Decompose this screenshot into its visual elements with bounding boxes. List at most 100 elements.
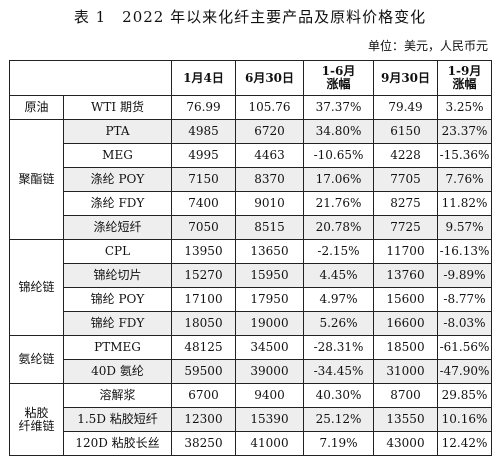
value-cell: 40.30% bbox=[303, 383, 374, 408]
value-cell: 20.78% bbox=[303, 215, 374, 240]
value-cell: 4.45% bbox=[303, 263, 374, 288]
value-cell: 34.80% bbox=[303, 119, 374, 144]
product-cell: 锦纶 FDY bbox=[63, 311, 172, 336]
value-cell: -9.89% bbox=[437, 263, 492, 288]
group-label: 粘胶 纤维链 bbox=[9, 383, 64, 456]
table-row: 锦纶切片 15270 15950 4.45% 13760 -9.89% bbox=[10, 263, 492, 288]
value-cell: -34.45% bbox=[303, 359, 374, 384]
value-cell: -8.77% bbox=[437, 287, 492, 312]
product-cell: 1.5D 粘胶短纤 bbox=[63, 407, 172, 432]
column-header: 1月4日 bbox=[171, 60, 236, 96]
value-cell: 31000 bbox=[373, 359, 438, 384]
value-cell: -8.03% bbox=[437, 311, 492, 336]
product-cell: 涤纶 POY bbox=[63, 167, 172, 192]
column-header: 6月30日 bbox=[235, 60, 304, 96]
value-cell: 17950 bbox=[235, 287, 304, 312]
value-cell: 76.99 bbox=[171, 95, 236, 120]
value-cell: 7.76% bbox=[437, 167, 492, 192]
value-cell: 8275 bbox=[373, 191, 438, 216]
value-cell: 4228 bbox=[373, 143, 438, 168]
product-cell: 溶解浆 bbox=[63, 383, 172, 408]
table-body: 原油 WTI 期货 76.99 105.76 37.37% 79.49 3.25% 聚酯链 PT… bbox=[9, 95, 492, 456]
value-cell: 39000 bbox=[235, 359, 304, 384]
value-cell: -10.65% bbox=[303, 143, 374, 168]
value-cell: 9.57% bbox=[437, 215, 492, 240]
value-cell: 13650 bbox=[235, 239, 304, 264]
value-cell: 23.37% bbox=[437, 119, 492, 144]
value-cell: -2.15% bbox=[303, 239, 374, 264]
product-cell: 120D 粘胶长丝 bbox=[63, 431, 172, 456]
value-cell: 18050 bbox=[171, 311, 236, 336]
table-row: 涤纶 FDY 7400 9010 21.76% 8275 11.82% bbox=[10, 191, 492, 216]
value-cell: 8370 bbox=[235, 167, 304, 192]
value-cell: 38250 bbox=[171, 431, 236, 456]
value-cell: -28.31% bbox=[303, 335, 374, 360]
product-cell: 锦纶 POY bbox=[63, 287, 172, 312]
value-cell: 4463 bbox=[235, 143, 304, 168]
value-cell: 11700 bbox=[373, 239, 438, 264]
value-cell: 11.82% bbox=[437, 191, 492, 216]
value-cell: 8700 bbox=[373, 383, 438, 408]
value-cell: 25.12% bbox=[303, 407, 374, 432]
table-row: 锦纶 FDY 18050 19000 5.26% 16600 -8.03% bbox=[10, 311, 492, 336]
value-cell: 7400 bbox=[171, 191, 236, 216]
value-cell: 8515 bbox=[235, 215, 304, 240]
group-label: 原油 bbox=[9, 95, 64, 120]
table-title: 表 1 2022 年以来化纤主要产品及原料价格变化 bbox=[73, 8, 427, 26]
value-cell: 3.25% bbox=[437, 95, 492, 120]
group-label: 聚酯链 bbox=[9, 119, 64, 240]
value-cell: 21.76% bbox=[303, 191, 374, 216]
value-cell: 6700 bbox=[171, 383, 236, 408]
table-row: 原油 WTI 期货 76.99 105.76 37.37% 79.49 3.25% bbox=[9, 95, 492, 120]
product-cell: CPL bbox=[63, 239, 172, 264]
product-cell: 涤纶短纤 bbox=[63, 215, 172, 240]
table-row: 粘胶 纤维链 溶解浆 6700 9400 40.30% 8700 29.85% bbox=[9, 383, 492, 456]
value-cell: 37.37% bbox=[303, 95, 374, 120]
value-cell: 59500 bbox=[171, 359, 236, 384]
product-cell: PTMEG bbox=[63, 335, 172, 360]
value-cell: -16.13% bbox=[437, 239, 492, 264]
value-cell: 19000 bbox=[235, 311, 304, 336]
table-row: 120D 粘胶长丝 38250 41000 7.19% 43000 12.42% bbox=[10, 431, 492, 456]
table-row: 锦纶链 CPL 13950 13650 -2.15% 11700 -16.13% bbox=[9, 239, 492, 336]
value-cell: 7.19% bbox=[303, 431, 374, 456]
value-cell: 15390 bbox=[235, 407, 304, 432]
value-cell: 7705 bbox=[373, 167, 438, 192]
table-row: MEG 4995 4463 -10.65% 4228 -15.36% bbox=[10, 143, 492, 168]
column-header: 1-9月 涨幅 bbox=[437, 60, 492, 96]
product-cell: 涤纶 FDY bbox=[63, 191, 172, 216]
value-cell: 9010 bbox=[235, 191, 304, 216]
value-cell: 13550 bbox=[373, 407, 438, 432]
value-cell: 13760 bbox=[373, 263, 438, 288]
value-cell: 6720 bbox=[235, 119, 304, 144]
table-row: 1.5D 粘胶短纤 12300 15390 25.12% 13550 10.16% bbox=[10, 407, 492, 432]
table-row: 聚酯链 PTA 4985 6720 34.80% 6150 23.37% bbox=[9, 119, 492, 240]
product-cell: PTA bbox=[63, 119, 172, 144]
unit-note: 单位：美元，人民币元 bbox=[367, 39, 488, 53]
table-row: 40D 氨纶 59500 39000 -34.45% 31000 -47.90% bbox=[10, 359, 492, 384]
value-cell: 34500 bbox=[235, 335, 304, 360]
table-row: 涤纶短纤 7050 8515 20.78% 7725 9.57% bbox=[10, 215, 492, 240]
value-cell: 48125 bbox=[171, 335, 236, 360]
value-cell: 7725 bbox=[373, 215, 438, 240]
value-cell: -47.90% bbox=[437, 359, 492, 384]
value-cell: 15600 bbox=[373, 287, 438, 312]
value-cell: 9400 bbox=[235, 383, 304, 408]
product-cell: 40D 氨纶 bbox=[63, 359, 172, 384]
value-cell: 12300 bbox=[171, 407, 236, 432]
value-cell: 18500 bbox=[373, 335, 438, 360]
table-row: 锦纶 POY 17100 17950 4.97% 15600 -8.77% bbox=[10, 287, 492, 312]
header-row: 1月4日 6月30日 1-6月 涨幅 9月30日 1-9月 涨幅 bbox=[9, 60, 492, 96]
value-cell: 4.97% bbox=[303, 287, 374, 312]
value-cell: 17100 bbox=[171, 287, 236, 312]
value-cell: 16600 bbox=[373, 311, 438, 336]
value-cell: 4985 bbox=[171, 119, 236, 144]
product-cell: 锦纶切片 bbox=[63, 263, 172, 288]
value-cell: 15950 bbox=[235, 263, 304, 288]
value-cell: 105.76 bbox=[235, 95, 304, 120]
product-cell: MEG bbox=[63, 143, 172, 168]
value-cell: 43000 bbox=[373, 431, 438, 456]
product-cell: WTI 期货 bbox=[63, 95, 172, 120]
value-cell: 4995 bbox=[171, 143, 236, 168]
